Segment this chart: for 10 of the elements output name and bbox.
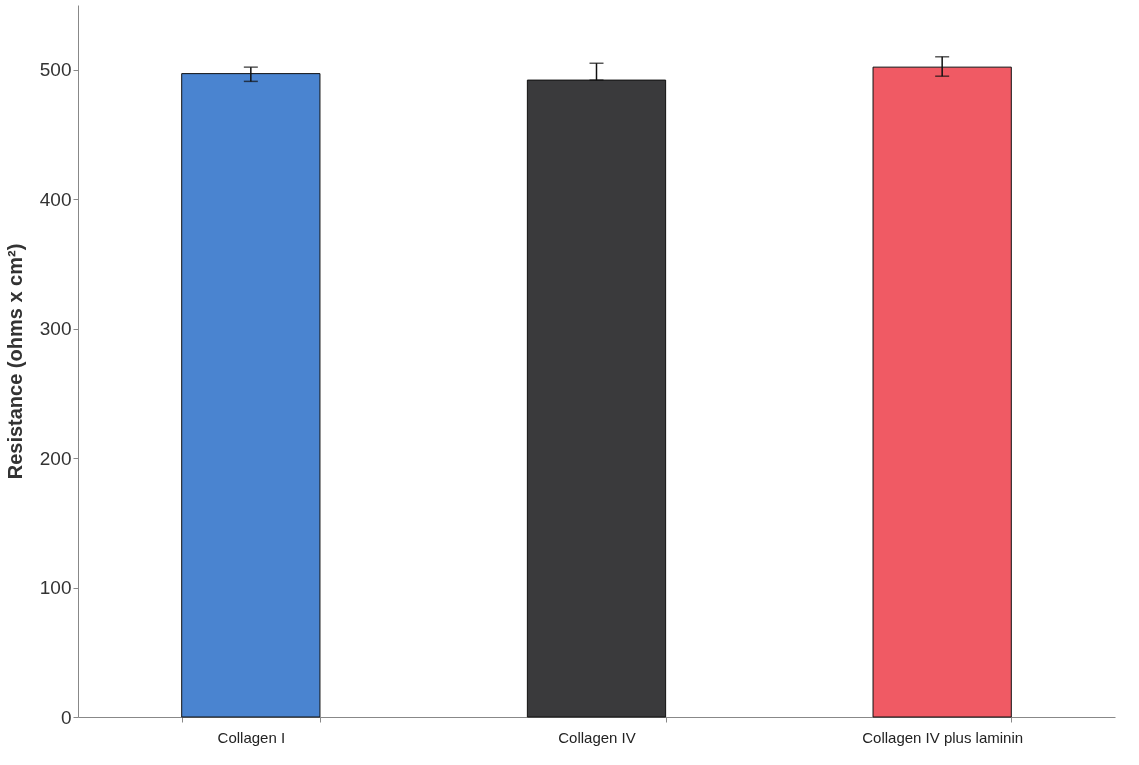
x-tick-label: Collagen I [217, 728, 286, 746]
y-tick-label: 200 [39, 447, 72, 469]
y-tick-label: 400 [39, 188, 72, 210]
y-tick-label: 0 [60, 706, 72, 728]
x-tick-label: Collagen IV plus laminin [862, 728, 1024, 746]
x-tick-label: Collagen IV [558, 728, 636, 746]
y-axis-title: Resistance (ohms x cm²) [3, 243, 26, 480]
y-tick-label: 300 [39, 318, 72, 340]
y-tick-label: 500 [39, 59, 72, 81]
y-tick-label: 100 [39, 577, 72, 599]
